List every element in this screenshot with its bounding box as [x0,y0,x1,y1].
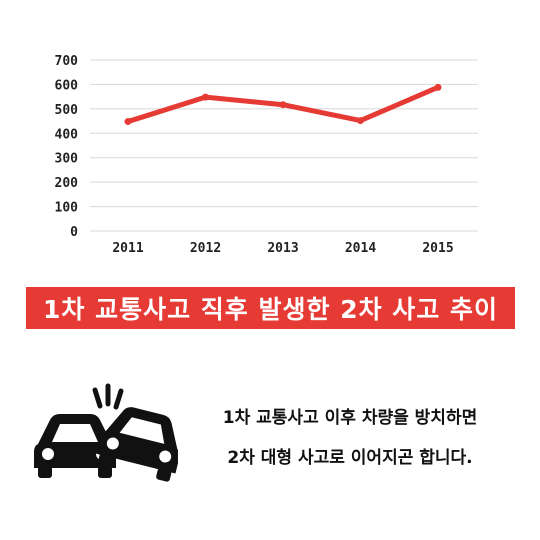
data-point [124,118,132,126]
y-tick-label: 600 [55,78,79,93]
y-tick-label: 0 [70,225,78,240]
x-tick-label: 2012 [190,241,221,256]
chart-series [124,83,442,126]
data-point [357,117,364,125]
x-tick-label: 2014 [345,241,376,256]
y-tick-label: 700 [55,54,79,69]
data-point [279,101,287,109]
x-axis: 2011 2012 2013 2014 2015 [112,241,453,256]
x-tick-label: 2015 [422,241,453,256]
chart-grid [90,59,478,232]
data-point [202,93,209,101]
car-crash-icon [34,383,178,482]
y-tick-label: 200 [55,176,79,191]
y-tick-label: 400 [55,127,79,142]
x-tick-label: 2011 [112,241,143,256]
data-point [434,83,442,91]
y-tick-label: 100 [55,201,79,216]
chart-title-banner: 1차 교통사고 직후 발생한 2차 사고 추이 [26,287,515,329]
chart-title: 1차 교통사고 직후 발생한 2차 사고 추이 [42,295,498,324]
y-tick-label: 500 [55,103,79,118]
caption-line-1: 1차 교통사고 이후 차량을 방치하면 [222,408,478,428]
y-tick-label: 300 [55,152,79,167]
caption-line-2: 2차 대형 사고로 이어지곤 합니다. [227,448,473,468]
x-tick-label: 2013 [267,241,298,256]
y-axis: 0 100 200 300 400 500 600 700 [55,54,79,240]
caption: 1차 교통사고 이후 차량을 방치하면 2차 대형 사고로 이어지곤 합니다. [185,398,515,478]
